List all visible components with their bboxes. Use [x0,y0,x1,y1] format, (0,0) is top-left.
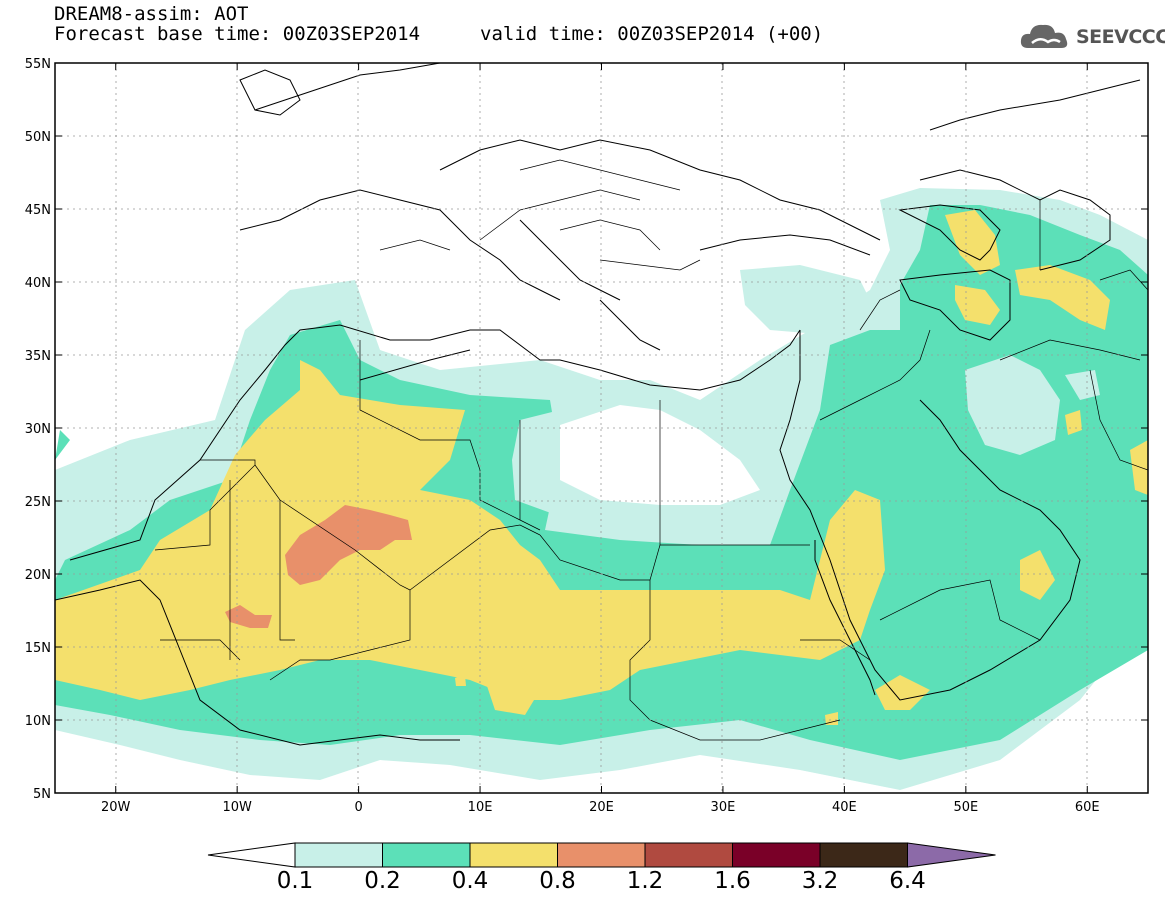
lat-label: 45N [25,203,51,218]
lon-label: 60E [1075,800,1100,815]
lon-label: 40E [832,800,857,815]
lat-label: 35N [25,349,51,364]
lon-label: 20E [589,800,614,815]
lat-label: 25N [25,495,51,510]
lon-label: 20W [101,800,131,815]
colorbar-segment [469,842,558,868]
coastlines [55,63,1141,746]
lat-label: 55N [25,57,51,72]
country-borders [154,159,1148,741]
valid-time: valid time: 00Z03SEP2014 (+00) [480,23,824,45]
lat-label: 5N [33,787,51,802]
colorbar-left-arrow [207,842,296,868]
forecast-base-time: Forecast base time: 00Z03SEP2014 [54,23,421,45]
lat-label: 20N [25,568,51,583]
gridlines [55,63,1148,793]
lat-label: 40N [25,276,51,291]
lon-label: 30E [711,800,736,815]
colorbar-segment [644,842,733,868]
colorbar-label: 1.2 [626,868,664,894]
latitude-labels: 55N 50N 45N 40N 35N 30N 25N 20N 15N 10N 5N [25,57,1148,802]
colorbar-label: 0.8 [539,868,576,894]
cloud-icon [1020,24,1068,48]
lon-label: 0 [354,800,362,815]
lon-label: 10E [468,800,493,815]
colorbar-segment [819,842,908,868]
lat-label: 10N [25,714,51,729]
lat-label: 50N [25,130,51,145]
lon-label: 10W [222,800,252,815]
colorbar-label: 0.2 [364,868,401,894]
colorbar-segment [557,842,646,868]
colorbar-segment [294,842,383,868]
colorbar-segment [732,842,821,868]
colorbar-segment [382,842,471,868]
lat-label: 15N [25,641,51,656]
longitude-labels: 20W 10W 0 10E 20E 30E 40E 50E 60E [101,63,1100,815]
colorbar-right-arrow [907,842,996,868]
colorbar-label: 3.2 [801,868,839,894]
colorbar-label: 0.4 [451,868,489,894]
colorbar-label: 0.1 [276,868,314,894]
colorbar-label: 1.6 [714,868,751,894]
lon-label: 50E [953,800,978,815]
map-title: DREAM8-assim: AOT [54,3,249,25]
lat-label: 30N [25,422,51,437]
logo-text: SEEVCCC [1076,26,1165,48]
colorbar [207,842,996,868]
colorbar-label: 6.4 [889,868,926,894]
aot-field [55,63,1148,790]
seevccc-logo: SEEVCCC [1018,18,1165,56]
